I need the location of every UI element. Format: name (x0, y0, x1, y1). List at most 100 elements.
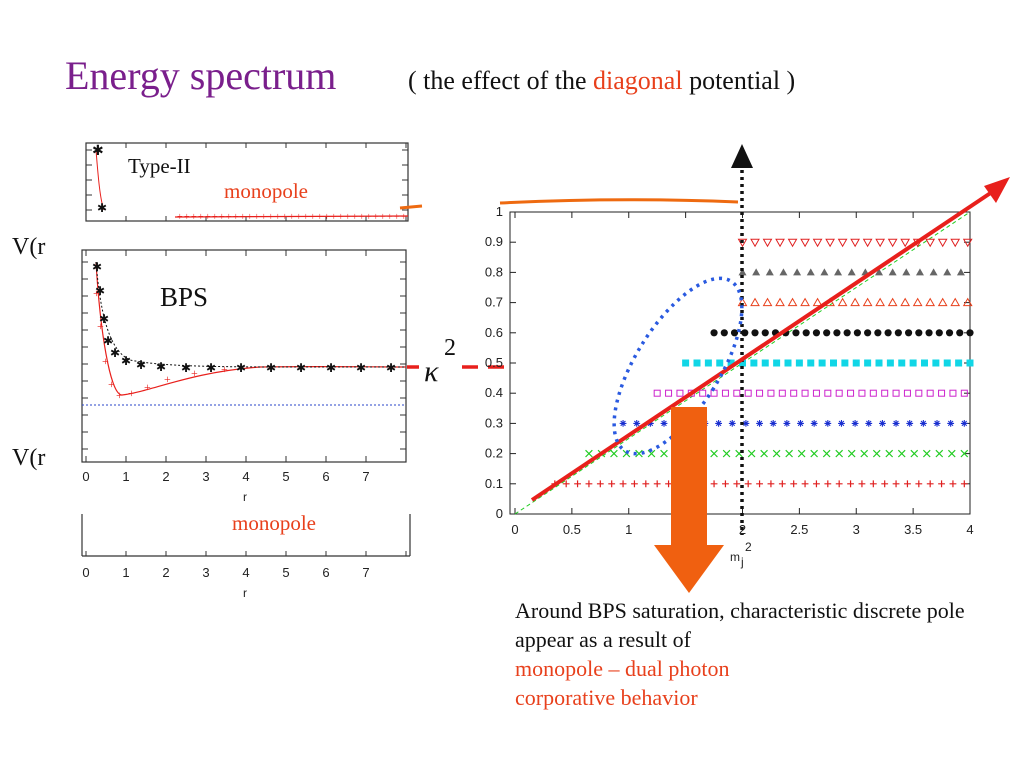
marker-triangle-up-filled (752, 268, 761, 276)
marker-asterisk (879, 420, 886, 427)
marker-square-open (915, 389, 923, 397)
type2-flat-point: + (275, 212, 281, 223)
bps-black-point: ✱ (92, 260, 102, 274)
bps-x-tick-label: 3 (202, 469, 209, 484)
marker-circle-filled (925, 329, 933, 337)
marker-triangle-down-open (812, 238, 823, 248)
type2-flat-point: + (219, 212, 225, 223)
marker-plus (631, 480, 638, 488)
marker-square-filled (830, 359, 837, 367)
marker-asterisk (947, 420, 955, 427)
type2-point-marker: ✱ (92, 144, 104, 159)
marker-square-filled (773, 359, 781, 367)
type2-flat-point: + (359, 212, 365, 223)
marker-asterisk (769, 420, 777, 427)
bps-black-curve (95, 261, 407, 368)
marker-cross (810, 449, 818, 458)
type2-flat-point: + (289, 212, 295, 223)
marker-asterisk (728, 420, 736, 427)
marker-circle-filled (802, 329, 810, 337)
marker-triangle-up-open (937, 297, 948, 307)
marker-plus (642, 480, 650, 488)
marker-square-filled (864, 359, 872, 367)
marker-plus (710, 480, 718, 488)
type2-flat-point: + (240, 212, 246, 223)
marker-cross (872, 449, 881, 458)
marker-square-open (665, 389, 673, 397)
marker-square-filled (727, 359, 735, 367)
marker-square-open (869, 389, 877, 397)
marker-triangle-up-open (850, 297, 860, 307)
marker-triangle-up-open (800, 297, 810, 307)
marker-plus (949, 480, 957, 488)
marker-plus (858, 480, 866, 488)
caption-text: Around BPS saturation, characteristic di… (515, 598, 965, 652)
marker-asterisk (851, 420, 859, 427)
marker-triangle-down-open (937, 238, 948, 248)
type2-flat-point: + (177, 212, 183, 223)
marker-square-open (938, 389, 946, 397)
marker-asterisk (660, 420, 668, 427)
marker-circle-filled (864, 329, 872, 337)
marker-triangle-up-filled (806, 268, 815, 276)
marker-square-filled (943, 359, 951, 367)
bps-x-tick-label: 5 (282, 469, 289, 484)
marker-circle-filled (761, 329, 769, 337)
marker-circle-filled (792, 329, 800, 337)
marker-plus (926, 480, 934, 488)
marker-plus (665, 480, 672, 488)
marker-plus (574, 480, 581, 488)
type2-flat-point: + (401, 212, 407, 223)
marker-square-open (858, 389, 866, 397)
marker-asterisk (919, 420, 927, 427)
caption-highlight-2: corporative behavior (515, 685, 698, 710)
marker-plus (801, 480, 809, 488)
marker-triangle-up-filled (765, 268, 774, 276)
bottom-x-axis-label: r (243, 586, 247, 600)
marker-circle-filled (751, 329, 759, 337)
marker-square-filled (921, 359, 928, 367)
marker-cross (897, 449, 906, 458)
marker-triangle-down-open (875, 238, 885, 248)
marker-square-open (949, 389, 957, 397)
marker-square-open (881, 389, 889, 397)
marker-plus (653, 480, 661, 488)
marker-triangle-up-filled (943, 268, 952, 276)
marker-square-filled (750, 359, 758, 367)
bps-black-point: ✱ (236, 361, 246, 375)
type2-flat-point: + (366, 212, 372, 223)
bps-black-point: ✱ (136, 358, 146, 372)
marker-triangle-down-open (925, 238, 936, 248)
bps-x-axis-label: r (243, 490, 247, 504)
bps-panel-ticks (82, 250, 407, 462)
marker-plus (881, 480, 889, 488)
bps-x-tick-labels: 0 1 2 3 4 5 6 7 (82, 469, 369, 484)
marker-plus (915, 480, 923, 488)
kappa-symbol: κ (424, 355, 439, 388)
bps-x-tick-label: 6 (322, 469, 329, 484)
marker-triangle-down-open (775, 238, 785, 248)
subtitle-highlight: diagonal (593, 66, 683, 95)
chart-y-tick-label: 0.1 (485, 476, 503, 491)
marker-asterisk (838, 420, 845, 427)
chart-x-tick-label: 4 (966, 522, 973, 537)
marker-triangle-up-filled (834, 268, 843, 276)
marker-asterisk (646, 420, 654, 427)
subtitle-post: potential ) (682, 66, 796, 95)
marker-triangle-up-filled (929, 268, 938, 276)
type2-flat-point: + (373, 212, 379, 223)
marker-circle-filled (904, 329, 913, 337)
orange-down-arrow-head (654, 545, 724, 593)
chart-ticks (510, 211, 971, 515)
caption: Around BPS saturation, characteristic di… (515, 596, 985, 712)
marker-plus (767, 480, 775, 488)
bps-x-tick-label: 7 (362, 469, 369, 484)
bps-black-point: ✱ (95, 284, 105, 298)
marker-square-open (699, 389, 707, 397)
type2-flat-point: + (345, 212, 351, 223)
marker-asterisk (633, 420, 641, 427)
chart-x-tick-label: 2.5 (790, 522, 808, 537)
marker-asterisk (783, 420, 791, 427)
bps-black-point: ✱ (121, 354, 131, 368)
bottom-panel-ticks (85, 551, 407, 556)
